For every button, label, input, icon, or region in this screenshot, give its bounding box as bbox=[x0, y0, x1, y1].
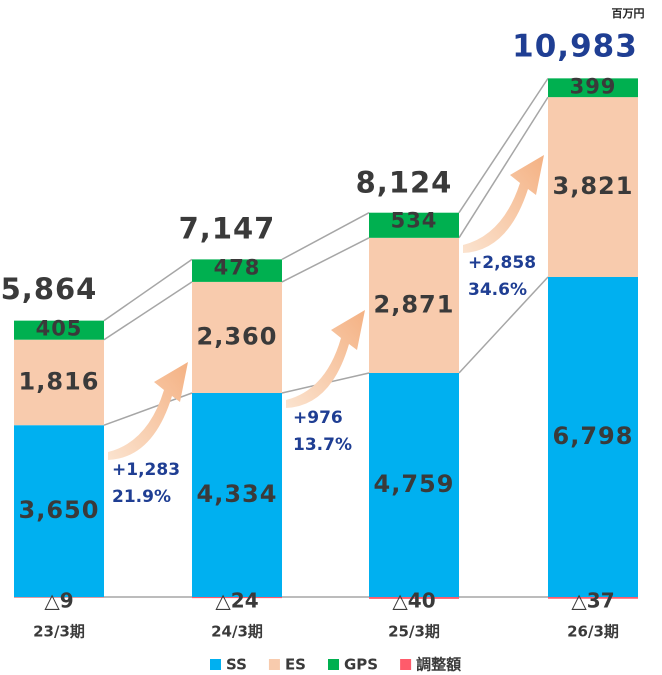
growth-arrow bbox=[108, 362, 188, 460]
segment-label: 405 bbox=[36, 317, 83, 341]
legend-label: 調整額 bbox=[416, 656, 461, 674]
legend-label: ES bbox=[285, 656, 306, 674]
connector-line bbox=[281, 237, 370, 283]
connector-line bbox=[103, 258, 193, 322]
growth-rate-label: 13.7% bbox=[293, 435, 352, 455]
connector-line bbox=[103, 281, 193, 341]
bar-segment bbox=[14, 425, 104, 597]
adjustment-label: △40 bbox=[392, 589, 435, 613]
connector-line bbox=[281, 212, 370, 261]
bar-segment bbox=[14, 339, 104, 426]
bar-segment bbox=[192, 392, 282, 597]
x-tick-label: 25/3期 bbox=[388, 623, 440, 641]
total-label: 5,864 bbox=[1, 272, 98, 306]
bar-segment bbox=[548, 276, 638, 597]
growth-arrow bbox=[286, 310, 365, 408]
bar-segment bbox=[369, 597, 459, 599]
connector-line bbox=[458, 77, 549, 214]
legend-swatch bbox=[400, 659, 412, 670]
total-label: 10,983 bbox=[512, 29, 638, 65]
segment-label: 3,821 bbox=[553, 172, 634, 200]
segment-label: 4,759 bbox=[374, 470, 455, 498]
legend-swatch bbox=[268, 659, 280, 670]
bar-segment bbox=[548, 78, 638, 98]
segment-label: 2,360 bbox=[197, 322, 278, 350]
legend-label: GPS bbox=[344, 656, 378, 674]
segment-label: 399 bbox=[570, 74, 617, 98]
bar-segment bbox=[548, 97, 638, 277]
adjustment-label: △24 bbox=[215, 589, 258, 613]
growth-arrow bbox=[463, 155, 544, 253]
connector-line bbox=[458, 96, 549, 239]
segment-label: 2,871 bbox=[374, 290, 455, 318]
segment-label: 4,334 bbox=[197, 480, 278, 508]
growth-rate-label: 34.6% bbox=[468, 280, 527, 300]
bar-segment bbox=[548, 597, 638, 599]
adjustment-label: △37 bbox=[571, 589, 614, 613]
bar-segment bbox=[192, 597, 282, 599]
bar-segment bbox=[369, 372, 459, 597]
bar-segment bbox=[369, 237, 459, 373]
segment-label: 478 bbox=[214, 255, 261, 279]
legend: SS ES GPS 調整額 bbox=[210, 656, 461, 674]
legend-label: SS bbox=[226, 656, 247, 674]
unit-label: 百万円 bbox=[612, 7, 645, 20]
growth-label: +2,858 bbox=[468, 253, 536, 273]
growth-label: +976 bbox=[293, 408, 343, 428]
growth-rate-label: 21.9% bbox=[112, 487, 171, 507]
segment-label: 3,650 bbox=[19, 496, 100, 524]
x-tick-label: 24/3期 bbox=[211, 623, 263, 641]
growth-label: +1,283 bbox=[112, 460, 180, 480]
bar-segment bbox=[192, 281, 282, 393]
segment-label: 534 bbox=[391, 209, 438, 233]
x-tick-label: 23/3期 bbox=[33, 623, 85, 641]
connector-line bbox=[458, 276, 549, 374]
bar-segment bbox=[14, 320, 104, 340]
legend-swatch bbox=[328, 659, 339, 670]
x-tick-label: 26/3期 bbox=[567, 623, 619, 641]
bar-segment bbox=[369, 212, 459, 238]
bar-segment bbox=[192, 259, 282, 282]
segment-label: 1,816 bbox=[19, 367, 100, 395]
segment-label: 6,798 bbox=[553, 422, 634, 450]
total-label: 8,124 bbox=[356, 166, 453, 200]
legend-swatch bbox=[210, 659, 221, 670]
adjustment-label: △9 bbox=[44, 589, 73, 613]
total-label: 7,147 bbox=[179, 212, 276, 246]
